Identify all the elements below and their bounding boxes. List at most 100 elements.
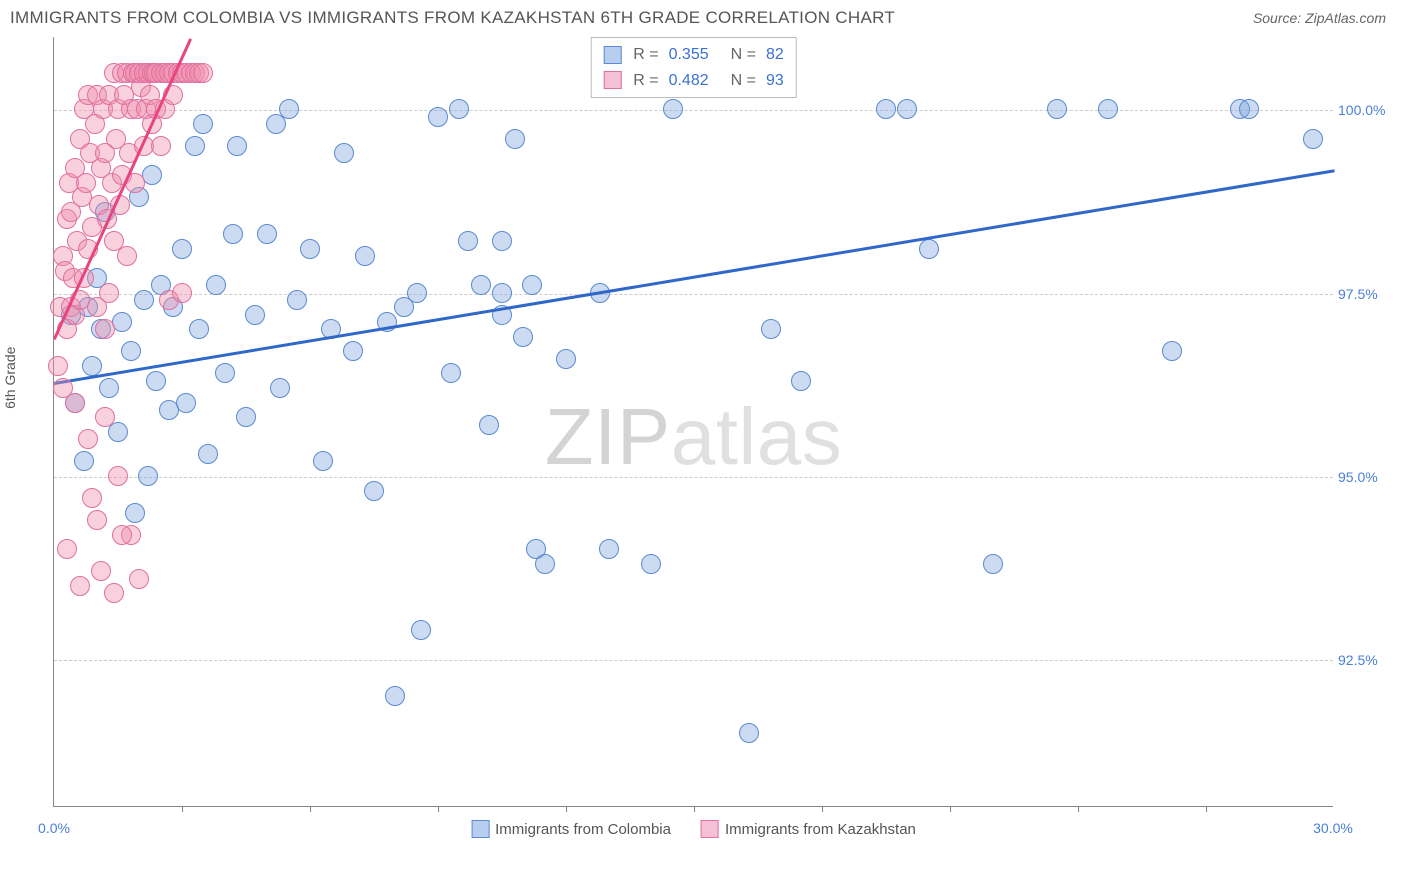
x-tick	[822, 806, 823, 812]
colombia-point	[266, 114, 286, 134]
colombia-point	[134, 290, 154, 310]
kazakhstan-point	[87, 510, 107, 530]
colombia-point	[897, 99, 917, 119]
kazakhstan-point	[172, 283, 192, 303]
colombia-point	[556, 349, 576, 369]
kazakhstan-point	[129, 569, 149, 589]
watermark: ZIPatlas	[545, 391, 842, 483]
kazakhstan-point	[82, 488, 102, 508]
legend-row-kazakhstan: R =0.482 N =93	[603, 68, 784, 94]
colombia-point	[1047, 99, 1067, 119]
x-tick	[1206, 806, 1207, 812]
kazakhstan-point	[91, 561, 111, 581]
colombia-point	[505, 129, 525, 149]
y-tick-label: 97.5%	[1338, 286, 1398, 302]
colombia-point	[983, 554, 1003, 574]
colombia-point	[739, 723, 759, 743]
colombia-point	[223, 224, 243, 244]
kazakhstan-point	[65, 393, 85, 413]
colombia-point	[791, 371, 811, 391]
colombia-point	[1303, 129, 1323, 149]
colombia-point	[411, 620, 431, 640]
colombia-point	[919, 239, 939, 259]
x-tick	[438, 806, 439, 812]
x-tick	[950, 806, 951, 812]
colombia-point	[300, 239, 320, 259]
swatch-colombia	[603, 46, 621, 64]
y-tick-label: 95.0%	[1338, 469, 1398, 485]
gridline	[54, 110, 1333, 111]
colombia-point	[74, 451, 94, 471]
trend-colombia	[54, 169, 1334, 384]
colombia-point	[189, 319, 209, 339]
gridline	[54, 660, 1333, 661]
colombia-point	[257, 224, 277, 244]
colombia-point	[364, 481, 384, 501]
correlation-legend: R =0.355 N =82 R =0.482 N =93	[590, 37, 797, 98]
colombia-point	[441, 363, 461, 383]
colombia-point	[193, 114, 213, 134]
colombia-point	[236, 407, 256, 427]
gridline	[54, 294, 1333, 295]
legend-item-kazakhstan: Immigrants from Kazakhstan	[701, 820, 916, 838]
colombia-point	[355, 246, 375, 266]
kazakhstan-point	[151, 136, 171, 156]
colombia-point	[270, 378, 290, 398]
x-tick	[566, 806, 567, 812]
colombia-point	[313, 451, 333, 471]
colombia-point	[458, 231, 478, 251]
colombia-point	[112, 312, 132, 332]
colombia-point	[599, 539, 619, 559]
colombia-point	[761, 319, 781, 339]
colombia-point	[176, 393, 196, 413]
colombia-point	[245, 305, 265, 325]
colombia-point	[287, 290, 307, 310]
x-tick	[1078, 806, 1079, 812]
y-tick-label: 92.5%	[1338, 652, 1398, 668]
colombia-point	[185, 136, 205, 156]
colombia-point	[227, 136, 247, 156]
x-min-label: 0.0%	[38, 820, 70, 836]
colombia-point	[876, 99, 896, 119]
swatch-colombia-icon	[471, 820, 489, 838]
chart-header: IMMIGRANTS FROM COLOMBIA VS IMMIGRANTS F…	[0, 0, 1406, 32]
swatch-kazakhstan	[603, 71, 621, 89]
x-tick	[182, 806, 183, 812]
colombia-point	[146, 371, 166, 391]
colombia-point	[215, 363, 235, 383]
kazakhstan-point	[117, 246, 137, 266]
colombia-point	[479, 415, 499, 435]
colombia-point	[121, 341, 141, 361]
y-axis-label: 6th Grade	[2, 347, 18, 409]
source-attribution: Source: ZipAtlas.com	[1253, 10, 1386, 26]
kazakhstan-point	[48, 356, 68, 376]
x-tick	[694, 806, 695, 812]
kazakhstan-point	[76, 173, 96, 193]
kazakhstan-point	[57, 539, 77, 559]
colombia-point	[172, 239, 192, 259]
colombia-point	[449, 99, 469, 119]
series-legend: Immigrants from Colombia Immigrants from…	[463, 820, 924, 838]
chart-title: IMMIGRANTS FROM COLOMBIA VS IMMIGRANTS F…	[10, 8, 895, 28]
kazakhstan-point	[95, 407, 115, 427]
colombia-point	[1239, 99, 1259, 119]
legend-row-colombia: R =0.355 N =82	[603, 42, 784, 68]
plot-area: ZIPatlas R =0.355 N =82 R =0.482 N =93 I…	[53, 37, 1333, 807]
chart-container: 6th Grade ZIPatlas R =0.355 N =82 R =0.4…	[38, 32, 1396, 832]
colombia-point	[513, 327, 533, 347]
y-tick-label: 100.0%	[1338, 102, 1398, 118]
kazakhstan-point	[193, 63, 213, 83]
colombia-point	[522, 275, 542, 295]
kazakhstan-point	[112, 525, 132, 545]
colombia-point	[206, 275, 226, 295]
x-tick	[310, 806, 311, 812]
swatch-kazakhstan-icon	[701, 820, 719, 838]
colombia-point	[385, 686, 405, 706]
kazakhstan-point	[70, 576, 90, 596]
colombia-point	[492, 231, 512, 251]
colombia-point	[428, 107, 448, 127]
kazakhstan-point	[78, 429, 98, 449]
colombia-point	[407, 283, 427, 303]
colombia-point	[663, 99, 683, 119]
colombia-point	[535, 554, 555, 574]
